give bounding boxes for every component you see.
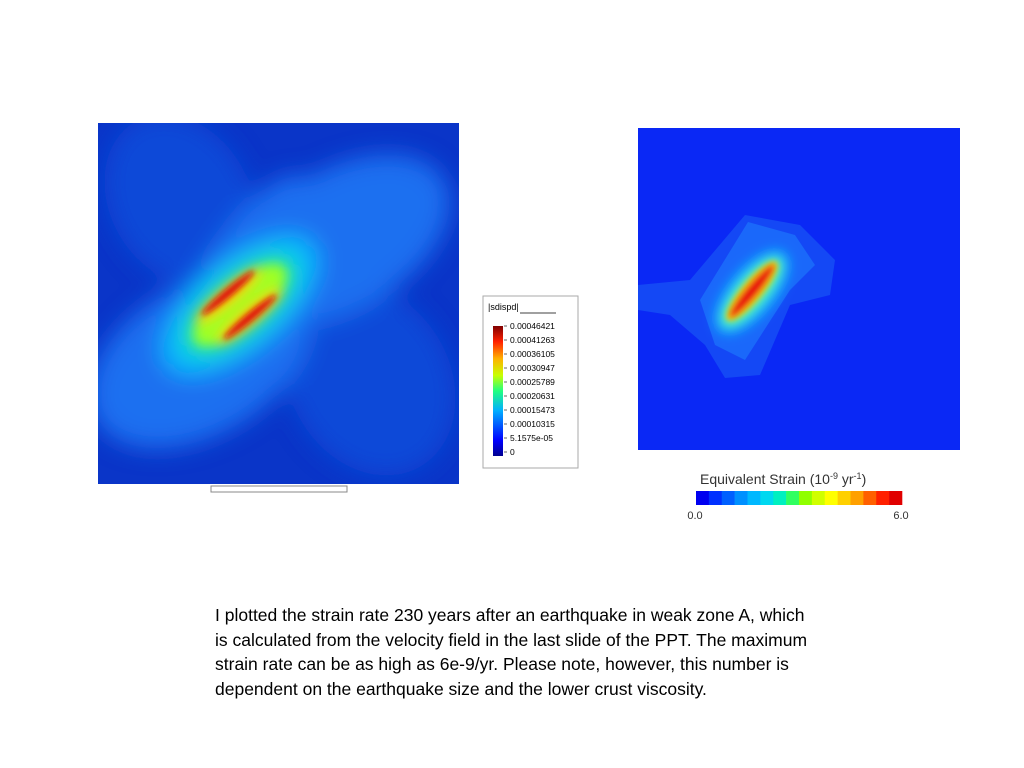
title-part: yr xyxy=(838,471,854,487)
caption-line: dependent on the earthquake size and the… xyxy=(215,678,707,699)
colorbar-swatch xyxy=(786,491,800,505)
legend-label: 0.00025789 xyxy=(510,377,555,387)
legend-label: 5.1575e-05 xyxy=(510,433,553,443)
displacement-plot xyxy=(98,123,459,484)
colorbar-swatch xyxy=(760,491,774,505)
legend-label: 0.00010315 xyxy=(510,419,555,429)
title-superscript: -1 xyxy=(854,471,862,481)
colorbar-swatch xyxy=(708,491,723,505)
legend-label: 0.00046421 xyxy=(510,321,555,331)
colorbar-swatch xyxy=(863,491,877,505)
strain-plot xyxy=(638,128,960,450)
colorbar-swatch xyxy=(876,491,890,505)
colorbar-max: 6.0 xyxy=(893,510,908,522)
colorbar-swatch xyxy=(721,491,735,505)
legend-label: 0 xyxy=(510,447,515,457)
colorbar-swatch xyxy=(799,491,813,505)
caption-line: strain rate can be as high as 6e-9/yr. P… xyxy=(215,654,789,674)
colorbar-min: 0.0 xyxy=(687,510,702,522)
colorbar-title: Equivalent Strain (10-9 yr-1) xyxy=(700,471,866,487)
caption-line: I plotted the strain rate 230 years afte… xyxy=(215,605,805,625)
colorbar-swatch xyxy=(850,491,864,505)
colorbar-swatch xyxy=(734,491,748,505)
title-superscript: -9 xyxy=(830,471,838,481)
colorbar-swatch xyxy=(773,491,787,505)
legend-label: 0.00020631 xyxy=(510,391,555,401)
colorbar-swatch xyxy=(696,491,710,505)
legend-label: 0.00030947 xyxy=(510,363,555,373)
colorbar-swatch xyxy=(824,491,838,505)
legend-colorbar xyxy=(493,326,503,456)
legend-title: |sdispd| xyxy=(488,302,519,312)
legend-label: 0.00036105 xyxy=(510,349,555,359)
title-part: Equivalent Strain (10 xyxy=(700,471,830,487)
colorbar-swatch xyxy=(747,491,761,505)
colorbar-swatch xyxy=(811,491,826,505)
colorbar-swatch xyxy=(889,491,903,505)
colorbar xyxy=(696,491,903,505)
legend-label: 0.00041263 xyxy=(510,335,555,345)
colorbar-swatch xyxy=(837,491,851,505)
legend-labels: 0.00046421 0.00041263 0.00036105 0.00030947… xyxy=(504,321,555,457)
legend-label: 0.00015473 xyxy=(510,405,555,415)
small-label-box xyxy=(210,485,348,493)
title-part: ) xyxy=(862,471,867,487)
caption-line: is calculated from the velocity field in… xyxy=(215,629,808,650)
caption: I plotted the strain rate 230 years afte… xyxy=(215,603,807,701)
